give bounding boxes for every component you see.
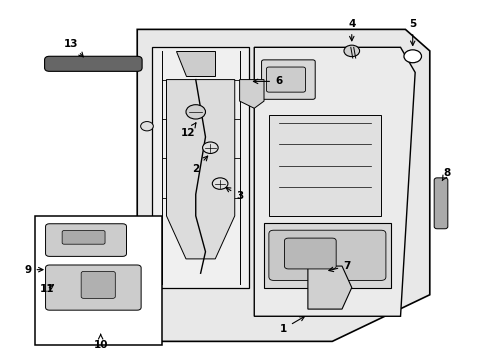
Polygon shape xyxy=(137,30,429,341)
Polygon shape xyxy=(166,80,234,259)
FancyBboxPatch shape xyxy=(45,224,126,256)
Circle shape xyxy=(212,178,227,189)
Circle shape xyxy=(343,45,359,57)
Text: 7: 7 xyxy=(328,261,350,271)
FancyBboxPatch shape xyxy=(268,230,385,280)
Text: 12: 12 xyxy=(181,123,196,138)
Circle shape xyxy=(185,105,205,119)
Circle shape xyxy=(403,50,421,63)
Text: 5: 5 xyxy=(408,19,415,45)
Text: 10: 10 xyxy=(93,334,108,350)
Text: 9: 9 xyxy=(24,265,43,275)
Polygon shape xyxy=(264,223,390,288)
FancyBboxPatch shape xyxy=(261,60,315,99)
Text: 11: 11 xyxy=(40,284,54,294)
FancyBboxPatch shape xyxy=(44,56,142,71)
Text: 13: 13 xyxy=(64,39,83,57)
FancyBboxPatch shape xyxy=(266,67,305,92)
Polygon shape xyxy=(268,116,380,216)
Text: 8: 8 xyxy=(441,168,449,181)
Text: 2: 2 xyxy=(192,156,207,174)
Polygon shape xyxy=(239,80,264,108)
FancyBboxPatch shape xyxy=(152,47,249,288)
FancyBboxPatch shape xyxy=(284,238,335,269)
Text: 3: 3 xyxy=(225,188,243,201)
Circle shape xyxy=(141,122,153,131)
Circle shape xyxy=(202,142,218,153)
FancyBboxPatch shape xyxy=(62,230,105,244)
FancyBboxPatch shape xyxy=(433,178,447,229)
Polygon shape xyxy=(176,51,215,76)
Polygon shape xyxy=(307,266,351,309)
Polygon shape xyxy=(254,47,414,316)
Text: 6: 6 xyxy=(253,76,282,86)
FancyBboxPatch shape xyxy=(45,265,141,310)
FancyBboxPatch shape xyxy=(81,271,115,298)
Text: 1: 1 xyxy=(279,316,304,334)
Bar xyxy=(35,216,161,345)
Text: 4: 4 xyxy=(347,19,355,41)
